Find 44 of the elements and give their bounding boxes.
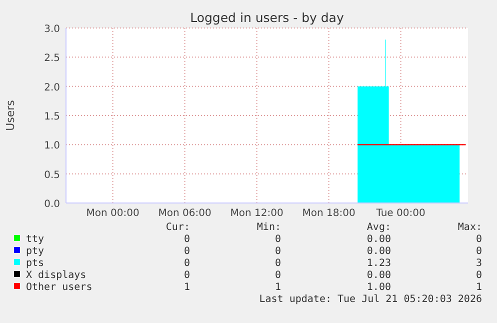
text: 0.00 — [366, 234, 391, 245]
y-tick-label: 0.5 — [44, 170, 60, 181]
text: 0 — [184, 246, 190, 257]
text: 1 — [274, 282, 281, 293]
x-tick-label: Mon 12:00 — [230, 208, 284, 219]
text: 0 — [184, 258, 190, 269]
text: 1 — [184, 282, 190, 293]
text: 0 — [184, 270, 190, 281]
y-tick-label: 2.5 — [44, 53, 60, 64]
y-axis-title: Users — [4, 100, 17, 131]
chart-title: Logged in users - by day — [190, 10, 344, 25]
x-tick-label: Tue 00:00 — [375, 208, 426, 219]
text: Avg: — [366, 222, 391, 233]
legend-label: pts — [26, 258, 44, 269]
x-tick-label: Mon 18:00 — [302, 208, 356, 219]
text: 0 — [274, 258, 281, 269]
text: Last update: Tue Jul 21 05:20:03 2026 — [259, 294, 482, 305]
text: 0 — [476, 234, 482, 245]
text: 0 — [476, 270, 482, 281]
y-tick-label: 1.5 — [44, 112, 60, 122]
text: 0 — [274, 246, 281, 257]
text: 0.00 — [366, 246, 391, 257]
text: 1 — [476, 282, 482, 293]
text: 1.23 — [366, 258, 391, 269]
legend-label: pty — [26, 246, 44, 257]
text: 1.00 — [366, 282, 391, 293]
x-tick-label: Mon 06:00 — [158, 208, 212, 219]
y-tick-label: 2.0 — [44, 82, 60, 94]
y-tick-label: 0.0 — [44, 199, 60, 210]
y-tick-label: 3.0 — [44, 24, 60, 35]
text: Cur: — [166, 222, 190, 233]
text: 3 — [476, 258, 482, 269]
text: 0 — [476, 246, 482, 257]
text: 0 — [184, 234, 190, 245]
x-tick-label: Mon 00:00 — [86, 208, 140, 219]
text: Max: — [458, 222, 482, 233]
legend-label: tty — [26, 234, 44, 245]
legend-label: Other users — [26, 282, 92, 293]
text: 0.00 — [366, 270, 391, 281]
text: Min: — [256, 222, 281, 233]
text: 0 — [274, 234, 281, 245]
text: 0 — [274, 270, 281, 281]
legend-label: X displays — [26, 270, 86, 281]
y-tick-label: 1.0 — [44, 140, 60, 152]
